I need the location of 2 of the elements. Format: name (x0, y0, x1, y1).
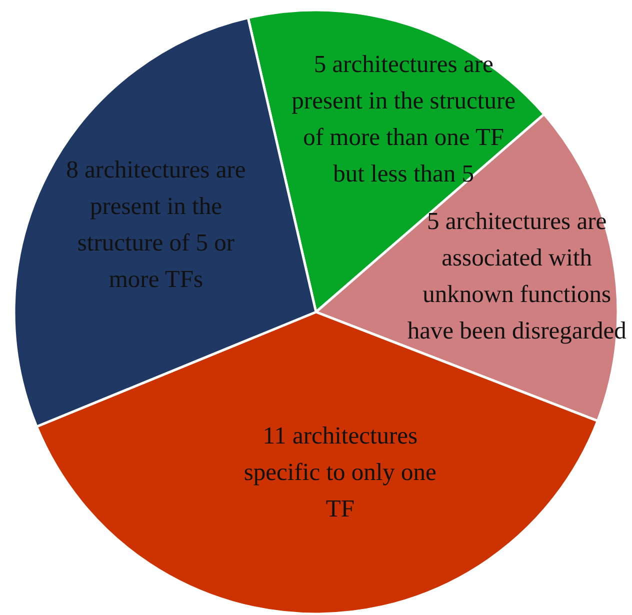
slice-label: 8 architectures are present in the structure of 5 or more TFs (66, 156, 246, 293)
slice-label: 11 architectures specific to only one TF (244, 422, 437, 522)
